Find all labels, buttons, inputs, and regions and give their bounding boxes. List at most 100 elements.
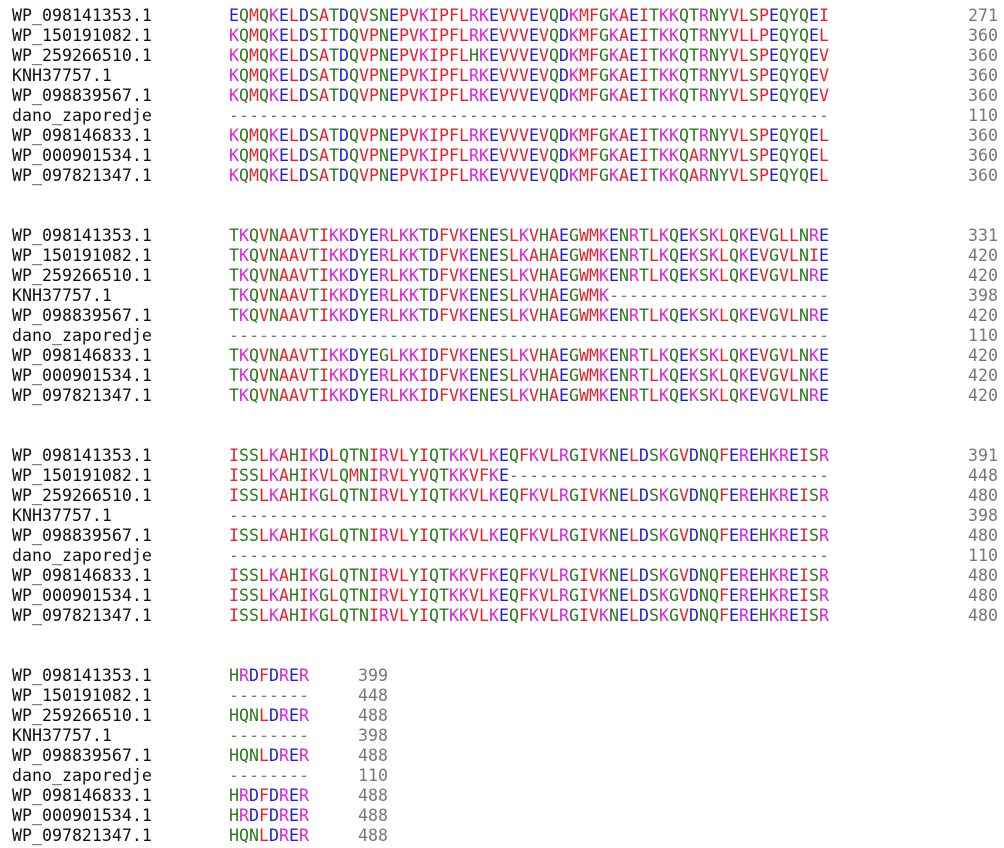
residue: N — [609, 446, 619, 465]
residue: K — [409, 386, 419, 405]
residue: T — [329, 6, 339, 25]
residue: K — [269, 586, 279, 605]
gap-residue: - — [799, 286, 809, 305]
residue: V — [539, 46, 549, 65]
residue: S — [699, 386, 709, 405]
gap-residue: - — [569, 546, 579, 565]
residue: A — [289, 306, 299, 325]
residue: R — [469, 86, 479, 105]
residue: A — [279, 346, 289, 365]
residue: K — [399, 386, 409, 405]
gap-residue: - — [299, 546, 309, 565]
residue: E — [489, 146, 499, 165]
gap-residue: - — [559, 546, 569, 565]
residue: L — [399, 586, 409, 605]
gap-residue: - — [709, 546, 719, 565]
residue: E — [809, 126, 819, 145]
residue: Q — [549, 66, 559, 85]
residue: N — [709, 86, 719, 105]
residue: R — [809, 306, 819, 325]
residue: E — [279, 126, 289, 145]
residue: M — [579, 66, 589, 85]
residue: V — [679, 446, 689, 465]
residue: E — [279, 6, 289, 25]
gap-residue: - — [319, 546, 329, 565]
residue: S — [309, 6, 319, 25]
residue: V — [319, 466, 329, 485]
residue: I — [369, 586, 379, 605]
residue: T — [639, 306, 649, 325]
residue: L — [629, 446, 639, 465]
residue: M — [589, 286, 599, 305]
residue: K — [239, 386, 249, 405]
residue: P — [759, 86, 769, 105]
residue: E — [529, 126, 539, 145]
residue: S — [499, 226, 509, 245]
residue: F — [439, 346, 449, 365]
gap-residue: - — [299, 506, 309, 525]
residue: V — [449, 246, 459, 265]
sequence-name: WP_000901534.1 — [12, 806, 152, 825]
residue: G — [599, 86, 609, 105]
residue: E — [629, 66, 639, 85]
sequence-position: 480 — [968, 526, 998, 545]
gap-residue: - — [279, 546, 289, 565]
gap-residue: - — [769, 286, 779, 305]
residue: F — [259, 806, 269, 825]
gap-residue: - — [529, 506, 539, 525]
residue: V — [299, 266, 309, 285]
residue: K — [569, 26, 579, 45]
sequence-name: WP_098839567.1 — [12, 306, 152, 325]
alignment-block: WP_098141353.1 TKQVNAAVTIKKDYERLKKTDFVKEN… — [0, 226, 1004, 406]
residue: E — [609, 306, 619, 325]
gap-residue: - — [659, 506, 669, 525]
gap-residue: - — [689, 286, 699, 305]
residue: R — [699, 166, 709, 185]
residue: A — [319, 86, 329, 105]
residue: Q — [259, 86, 269, 105]
residue: E — [679, 266, 689, 285]
residue: G — [599, 6, 609, 25]
residue: S — [239, 526, 249, 545]
residue: D — [269, 826, 279, 845]
gap-residue: - — [609, 466, 619, 485]
residue: K — [669, 26, 679, 45]
residue: D — [689, 566, 699, 585]
residue: D — [249, 666, 259, 685]
residue: K — [479, 26, 489, 45]
residue: T — [329, 146, 339, 165]
gap-residue: - — [449, 326, 459, 345]
residue: I — [319, 26, 329, 45]
alignment-row: dano_zaporedje --------------------------… — [0, 106, 1004, 126]
gap-residue: - — [249, 766, 259, 785]
residue: A — [549, 366, 559, 385]
residue: K — [689, 306, 699, 325]
residue: S — [309, 146, 319, 165]
residue: R — [379, 466, 389, 485]
residue: N — [479, 366, 489, 385]
residue: M — [249, 66, 259, 85]
alignment-row: WP_098839567.1 HQNLDRER 488 — [0, 746, 1004, 766]
gap-residue: - — [819, 506, 829, 525]
residue: Q — [429, 526, 439, 545]
residue: V — [539, 486, 549, 505]
alignment-row: KNH37757.1 -------- 398 — [0, 726, 1004, 746]
residue: E — [749, 306, 759, 325]
residue: K — [309, 486, 319, 505]
gap-residue: - — [819, 546, 829, 565]
gap-residue: - — [669, 546, 679, 565]
residue: H — [229, 786, 239, 805]
residue: K — [689, 246, 699, 265]
residue: G — [569, 566, 579, 585]
residue: E — [609, 366, 619, 385]
residue: F — [519, 486, 529, 505]
residue: I — [429, 86, 439, 105]
residue: N — [609, 586, 619, 605]
residue: I — [799, 566, 809, 585]
residue: E — [769, 146, 779, 165]
alignment-row: WP_000901534.1 TKQVNAAVTIKKDYERLKKIDFVKEN… — [0, 366, 1004, 386]
residue: K — [689, 346, 699, 365]
residue: K — [449, 566, 459, 585]
residue: K — [309, 586, 319, 605]
residue: E — [489, 226, 499, 245]
